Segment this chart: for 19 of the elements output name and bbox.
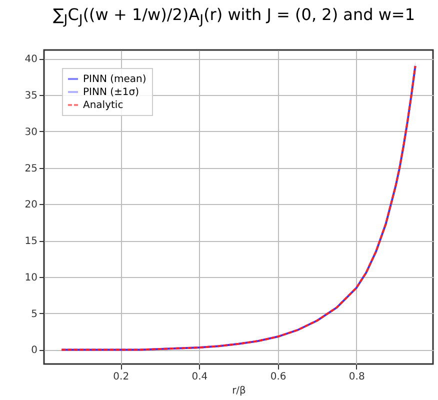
y-tick-label: 10 — [24, 272, 38, 284]
x-tick-label: 0.4 — [192, 372, 208, 382]
x-tick-label: 0.8 — [348, 372, 365, 382]
y-tick-label: 25 — [24, 163, 38, 174]
x-axis-title: r/β — [232, 386, 246, 396]
x-tick-label: 0.6 — [270, 372, 286, 382]
x-tick-label: 0.2 — [113, 372, 130, 382]
y-tick-label: 30 — [24, 126, 38, 138]
legend-label: PINN (mean) — [83, 74, 146, 85]
y-tick-label: 20 — [24, 200, 38, 211]
y-tick-label: 0 — [31, 345, 38, 356]
y-tick-label: 15 — [24, 236, 38, 248]
y-tick-label: 5 — [31, 308, 38, 320]
legend-label: Analytic — [83, 100, 124, 111]
y-tick-label: 35 — [24, 90, 38, 102]
legend-label: PINN (±1σ) — [83, 87, 140, 98]
line-series — [60, 65, 416, 351]
y-tick-label: 40 — [24, 54, 38, 66]
chart-title: ∑$_{J}$C$_{J}$((w + 1/w)/2)A$_{J}$(r) with J = (0, 2) and w=1 — [52, 4, 416, 30]
